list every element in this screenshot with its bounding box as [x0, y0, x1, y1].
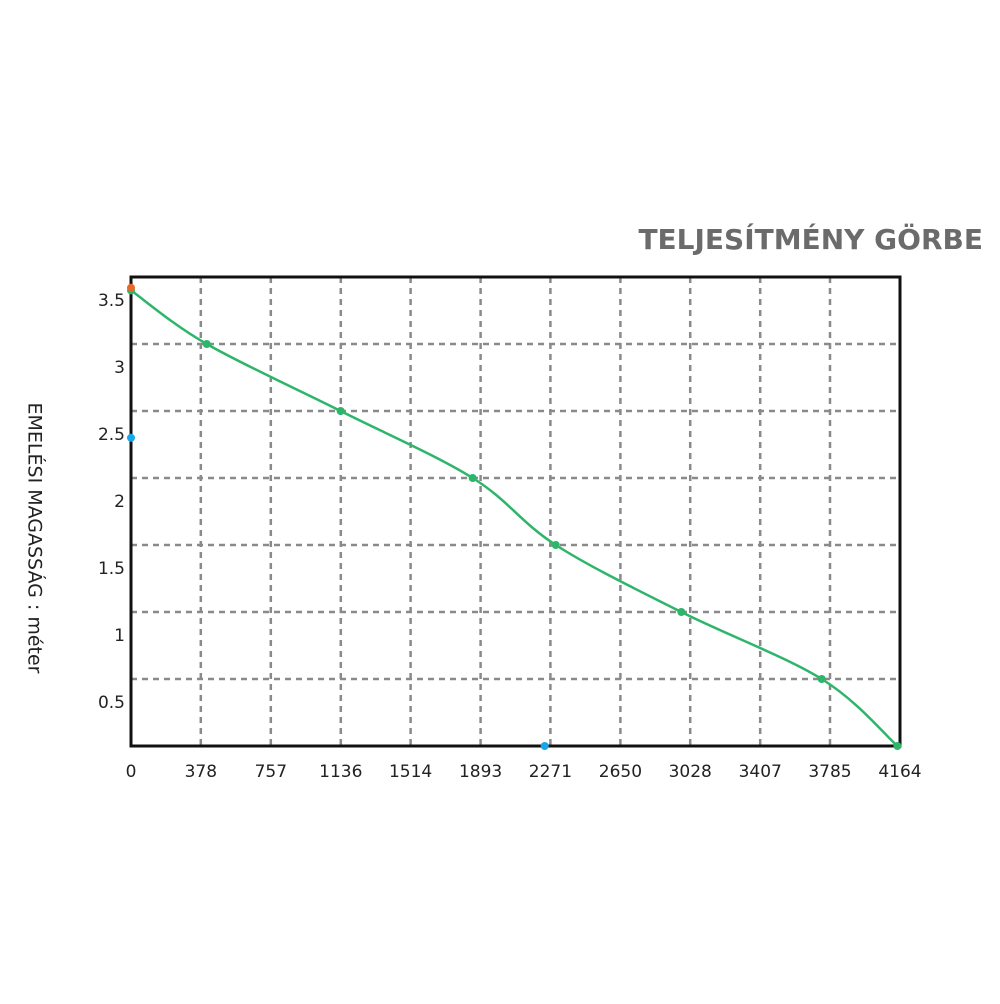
- x-tick-label: 1514: [389, 762, 432, 782]
- x-tick-label: 3028: [669, 762, 712, 782]
- data-point: [336, 407, 345, 415]
- y-tick-label: 2.5: [98, 425, 125, 445]
- y-tick-label: 1.5: [98, 559, 125, 579]
- x-tick-label: 3785: [808, 762, 851, 782]
- x-tick-label: 0: [126, 762, 137, 782]
- curve: [130, 289, 899, 747]
- y-tick-label: 1: [114, 626, 125, 646]
- y-tick-label: 3.5: [98, 291, 125, 311]
- x-tick-label: 2271: [529, 762, 572, 782]
- y-tick-label: 3: [114, 358, 125, 378]
- data-point: [468, 474, 477, 482]
- chart-title: TELJESÍTMÉNY GÖRBE: [638, 222, 983, 256]
- x-tick-label: 3407: [739, 762, 782, 782]
- x-tick-label: 1893: [459, 762, 502, 782]
- data-point: [817, 675, 826, 683]
- x-tick-label: 2650: [599, 762, 642, 782]
- x-tick-label: 4164: [878, 762, 921, 782]
- y-axis-label: EMELÉSI MAGASSÁG : méter: [24, 403, 47, 674]
- marker-point: [127, 283, 135, 292]
- x-tick-label: 378: [185, 762, 217, 782]
- x-tick-label: 757: [255, 762, 287, 782]
- data-point: [551, 541, 560, 549]
- marker-point: [127, 433, 135, 442]
- data-point: [202, 340, 211, 348]
- plot-frame: [129, 275, 902, 748]
- marker-point: [540, 742, 549, 750]
- x-tick-label: 1136: [319, 762, 362, 782]
- y-tick-label: 0.5: [98, 693, 125, 713]
- y-tick-label: 2: [114, 492, 125, 512]
- data-point: [893, 742, 902, 750]
- data-point: [677, 608, 686, 616]
